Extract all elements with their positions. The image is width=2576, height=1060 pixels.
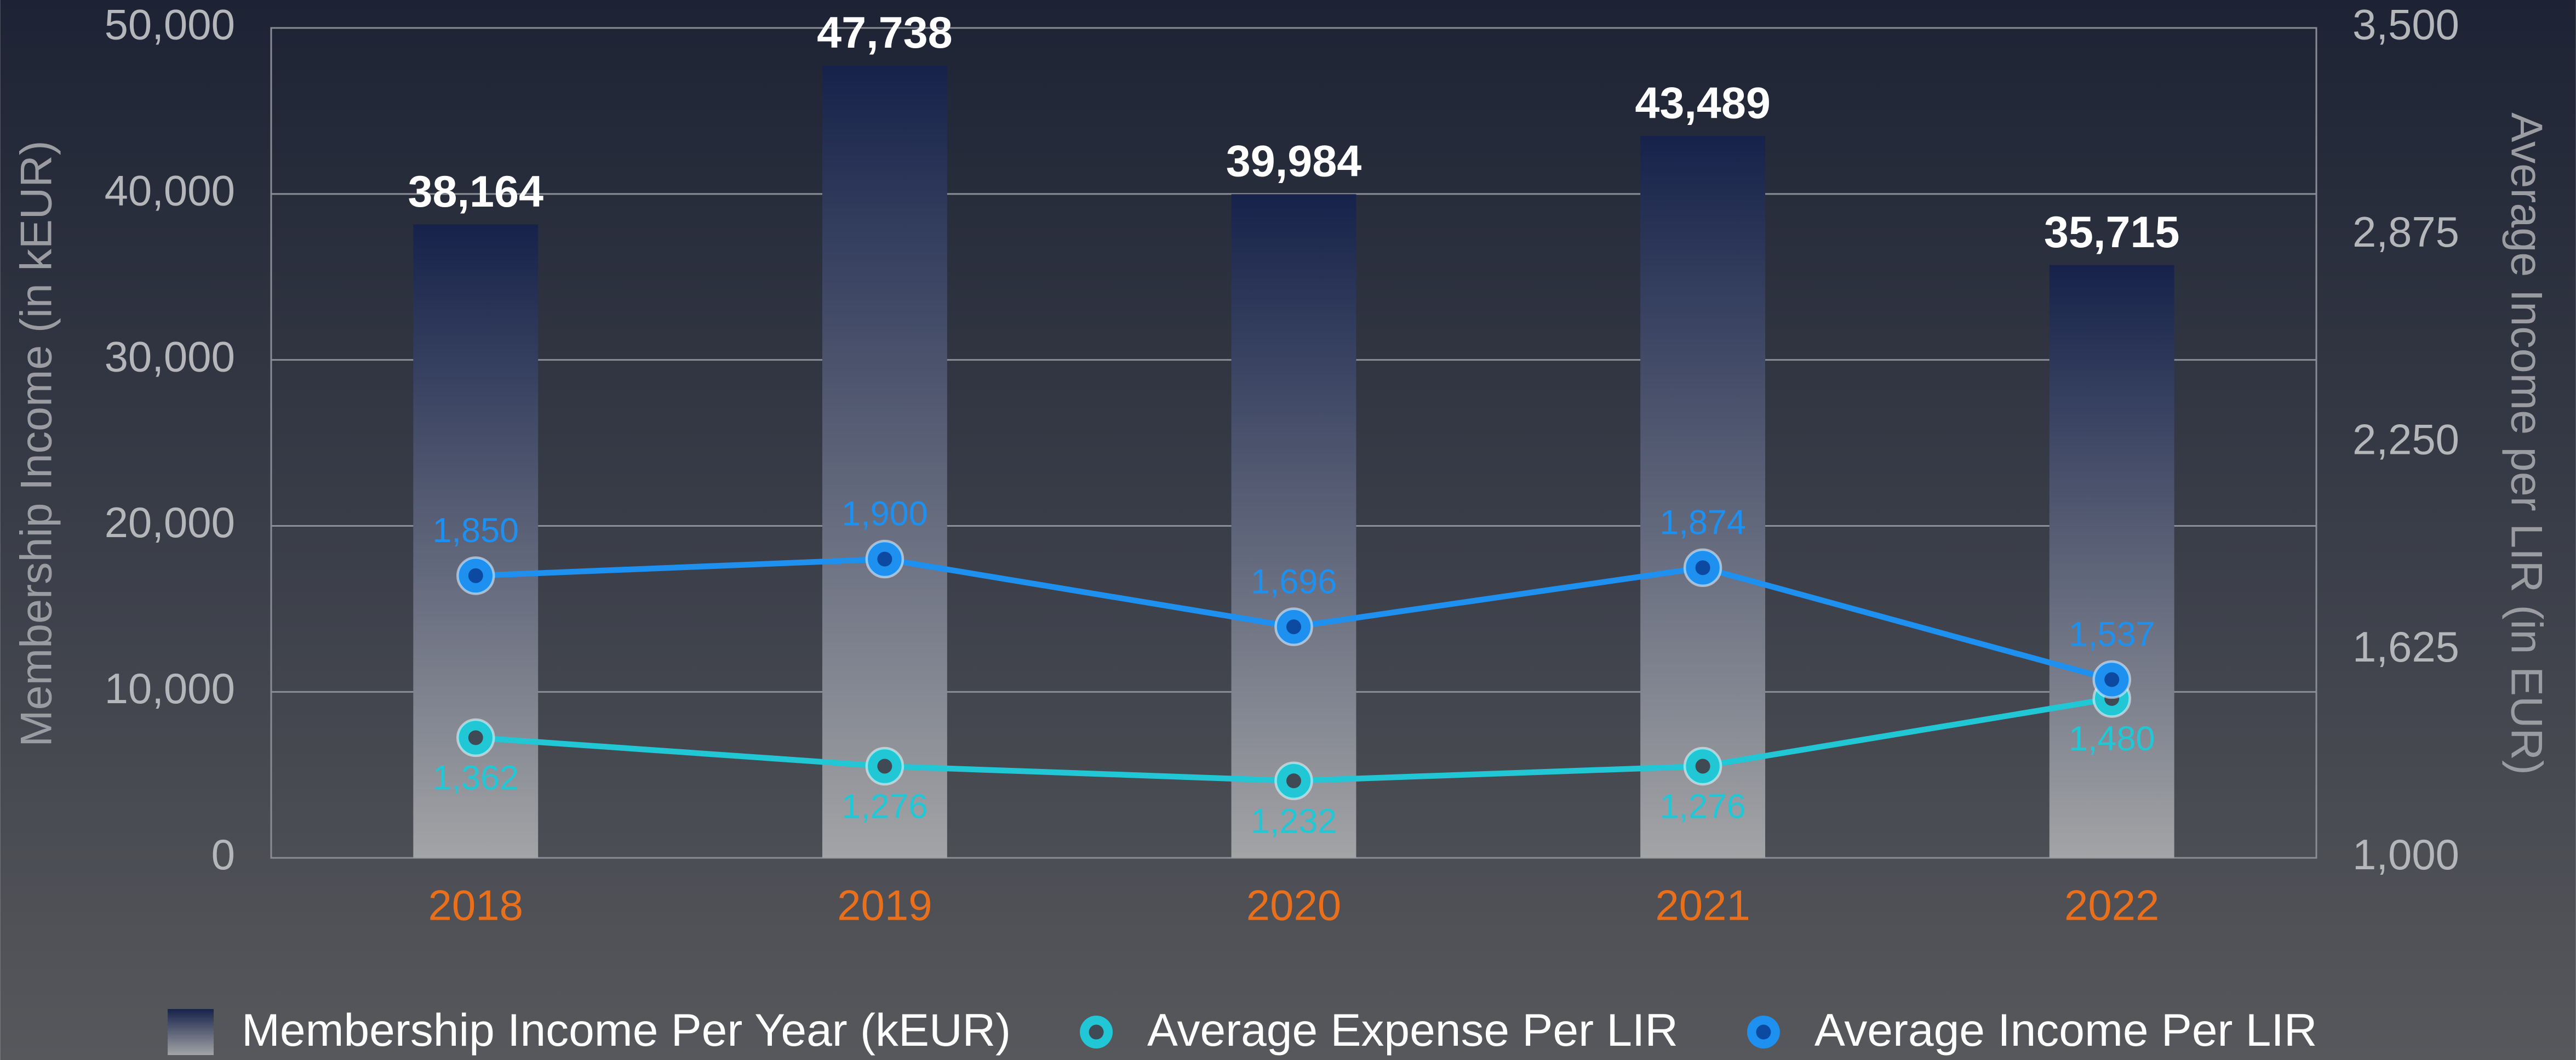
x-tick-label: 2020 xyxy=(1246,881,1341,930)
bar-value-label: 47,738 xyxy=(817,8,953,58)
line-marker-center xyxy=(2104,672,2120,687)
line-value-label: 1,850 xyxy=(432,511,519,550)
line-marker-center xyxy=(468,568,483,583)
legend-label: Average Income Per LIR xyxy=(1814,1004,2317,1056)
y-tick-label: 30,000 xyxy=(105,332,235,380)
line-value-label: 1,232 xyxy=(1251,802,1337,840)
line-value-label: 1,276 xyxy=(1659,788,1746,826)
line-value-label: 1,480 xyxy=(2069,720,2155,758)
y-tick-label: 40,000 xyxy=(105,166,235,214)
line-marker-center xyxy=(1286,619,1301,635)
line-value-label: 1,696 xyxy=(1251,562,1337,601)
y-axis-title: Membership Income (in kEUR) xyxy=(12,140,61,746)
line-value-label: 1,276 xyxy=(842,788,928,826)
line-value-label: 1,900 xyxy=(842,495,928,533)
bar xyxy=(1640,136,1766,858)
x-tick-label: 2022 xyxy=(2064,881,2159,930)
legend-swatch-center xyxy=(1756,1024,1771,1040)
line-value-label: 1,537 xyxy=(2069,616,2155,654)
y2-tick-label: 2,875 xyxy=(2352,208,2459,256)
x-tick-label: 2021 xyxy=(1655,881,1750,930)
line-marker-center xyxy=(877,551,892,567)
bar-value-label: 43,489 xyxy=(1635,79,1771,128)
line-value-label: 1,874 xyxy=(1659,503,1746,542)
y-tick-label: 20,000 xyxy=(105,498,235,546)
y2-tick-label: 2,250 xyxy=(2352,415,2459,464)
x-tick-label: 2019 xyxy=(837,881,932,930)
y-tick-label: 50,000 xyxy=(105,1,235,49)
bar xyxy=(2049,265,2174,858)
x-tick-label: 2018 xyxy=(428,881,523,930)
y2-tick-label: 1,000 xyxy=(2352,830,2459,879)
legend-label: Membership Income Per Year (kEUR) xyxy=(242,1004,1011,1056)
y-tick-label: 0 xyxy=(211,830,235,879)
y2-tick-label: 1,625 xyxy=(2352,623,2459,671)
legend-swatch-center xyxy=(1089,1024,1104,1040)
line-marker-center xyxy=(468,730,483,745)
legend-swatch xyxy=(168,1009,214,1056)
line-value-label: 1,362 xyxy=(432,759,519,797)
line-marker-center xyxy=(1286,773,1301,789)
bar xyxy=(1231,194,1356,858)
bar-value-label: 38,164 xyxy=(408,167,543,216)
y2-tick-label: 3,500 xyxy=(2352,1,2459,49)
line-marker-center xyxy=(877,759,892,774)
line-marker-center xyxy=(1695,560,1710,575)
bar-value-label: 35,715 xyxy=(2044,208,2180,257)
bar xyxy=(822,65,947,858)
legend-label: Average Expense Per LIR xyxy=(1147,1004,1678,1056)
y-tick-label: 10,000 xyxy=(105,664,235,713)
bar-value-label: 39,984 xyxy=(1226,137,1362,186)
y2-axis-title: Average Income per LIR (in EUR) xyxy=(2501,112,2551,775)
line-marker-center xyxy=(1695,759,1710,774)
